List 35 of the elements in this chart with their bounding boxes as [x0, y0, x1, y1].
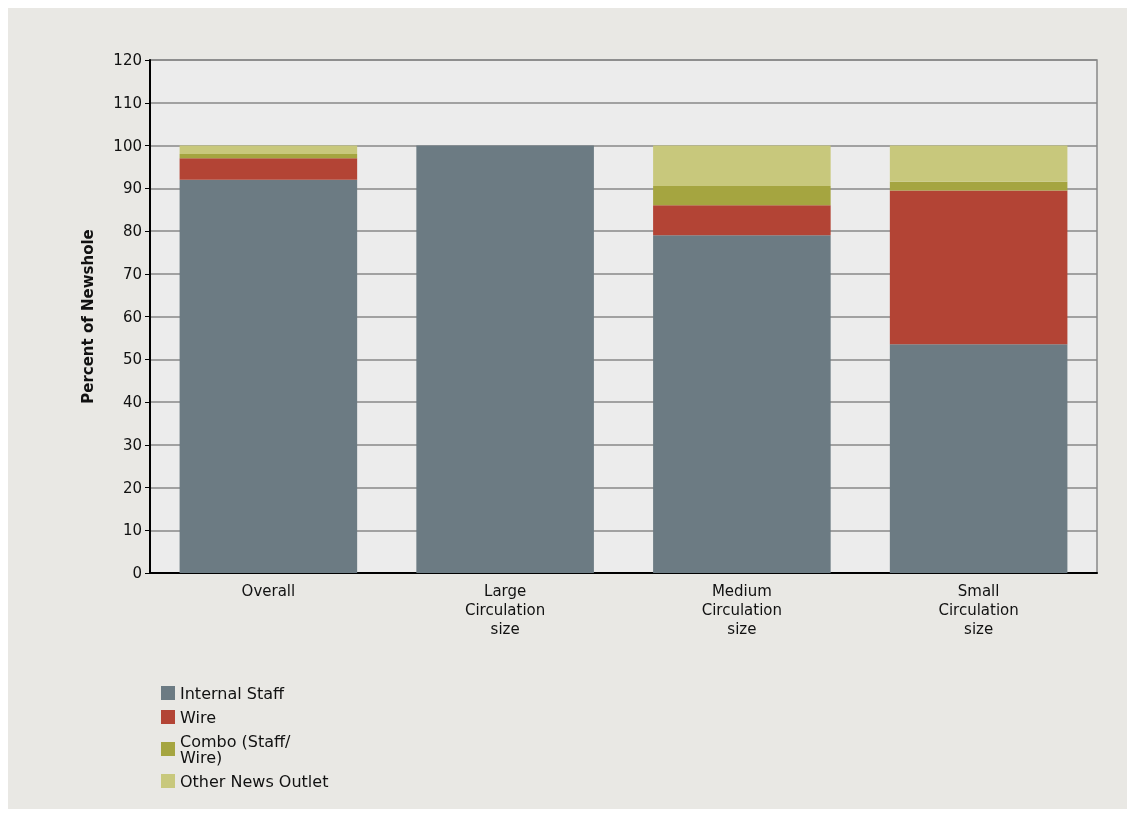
bar: [653, 205, 831, 236]
y-tick-label: 10: [122, 521, 142, 540]
legend-label: Other News Outlet: [180, 771, 329, 791]
x-tick-label: Medium Circulation size: [701, 581, 783, 638]
bar: [653, 145, 831, 187]
bar: [179, 154, 358, 159]
bar: [179, 158, 358, 180]
y-tick-label: 50: [122, 350, 142, 369]
bar: [889, 344, 1068, 573]
x-tick-label: Small Circulation size: [938, 581, 1019, 638]
bar: [179, 179, 358, 573]
bar: [889, 190, 1068, 345]
y-tick-label: 120: [113, 51, 142, 69]
y-tick-label: 110: [113, 93, 142, 112]
bar: [889, 181, 1068, 191]
y-tick-label: 20: [122, 478, 142, 497]
legend-label: Combo (Staff/ Wire): [180, 731, 292, 767]
bar: [653, 235, 831, 573]
y-axis-title: Percent of Newshole: [78, 229, 97, 404]
y-tick-label: 80: [122, 222, 142, 240]
legend-label: Wire: [180, 707, 216, 727]
legend-label: Internal Staff: [180, 683, 285, 703]
y-tick-label: 40: [122, 393, 142, 411]
x-tick-label: Overall: [241, 581, 296, 600]
x-tick-label: Large Circulation size: [464, 581, 546, 638]
bar: [653, 186, 831, 206]
bar: [416, 145, 594, 573]
bar: [179, 145, 358, 155]
bar: [889, 145, 1068, 182]
y-tick-label: 60: [122, 307, 142, 326]
y-tick-label: 0: [132, 564, 142, 582]
y-tick-label: 70: [122, 264, 142, 283]
y-tick-label: 30: [122, 435, 142, 454]
y-tick-label: 90: [122, 179, 142, 198]
y-tick-label: 100: [113, 136, 142, 155]
